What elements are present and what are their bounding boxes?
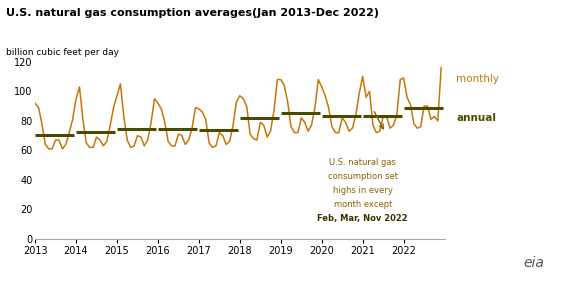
Text: U.S. natural gas consumption averages(Jan 2013-Dec 2022): U.S. natural gas consumption averages(Ja… [6,8,379,19]
Text: consumption set: consumption set [328,172,398,181]
Text: eia: eia [523,256,544,270]
Text: U.S. natural gas: U.S. natural gas [329,158,396,167]
Text: highs in every: highs in every [333,186,393,195]
Text: monthly: monthly [456,74,500,84]
Text: month except: month except [333,200,392,209]
Text: billion cubic feet per day: billion cubic feet per day [6,48,119,57]
Text: annual: annual [456,113,496,123]
Text: Feb, Mar, Nov 2022: Feb, Mar, Nov 2022 [318,214,408,223]
